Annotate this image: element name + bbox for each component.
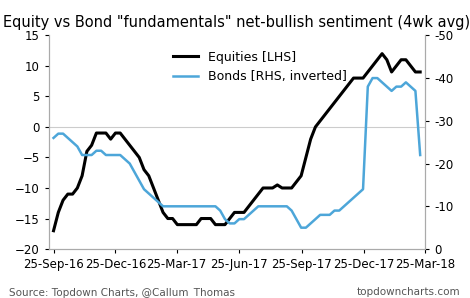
Title: Equity vs Bond "fundamentals" net-bullish sentiment (4wk avg): Equity vs Bond "fundamentals" net-bullis… [3, 15, 470, 30]
Line: Equities [LHS]: Equities [LHS] [54, 54, 420, 231]
Line: Bonds [RHS, inverted]: Bonds [RHS, inverted] [54, 78, 420, 228]
Legend: Equities [LHS], Bonds [RHS, inverted]: Equities [LHS], Bonds [RHS, inverted] [168, 46, 352, 88]
Text: Source: Topdown Charts, @Callum_Thomas: Source: Topdown Charts, @Callum_Thomas [9, 287, 235, 298]
Text: topdowncharts.com: topdowncharts.com [357, 287, 461, 297]
